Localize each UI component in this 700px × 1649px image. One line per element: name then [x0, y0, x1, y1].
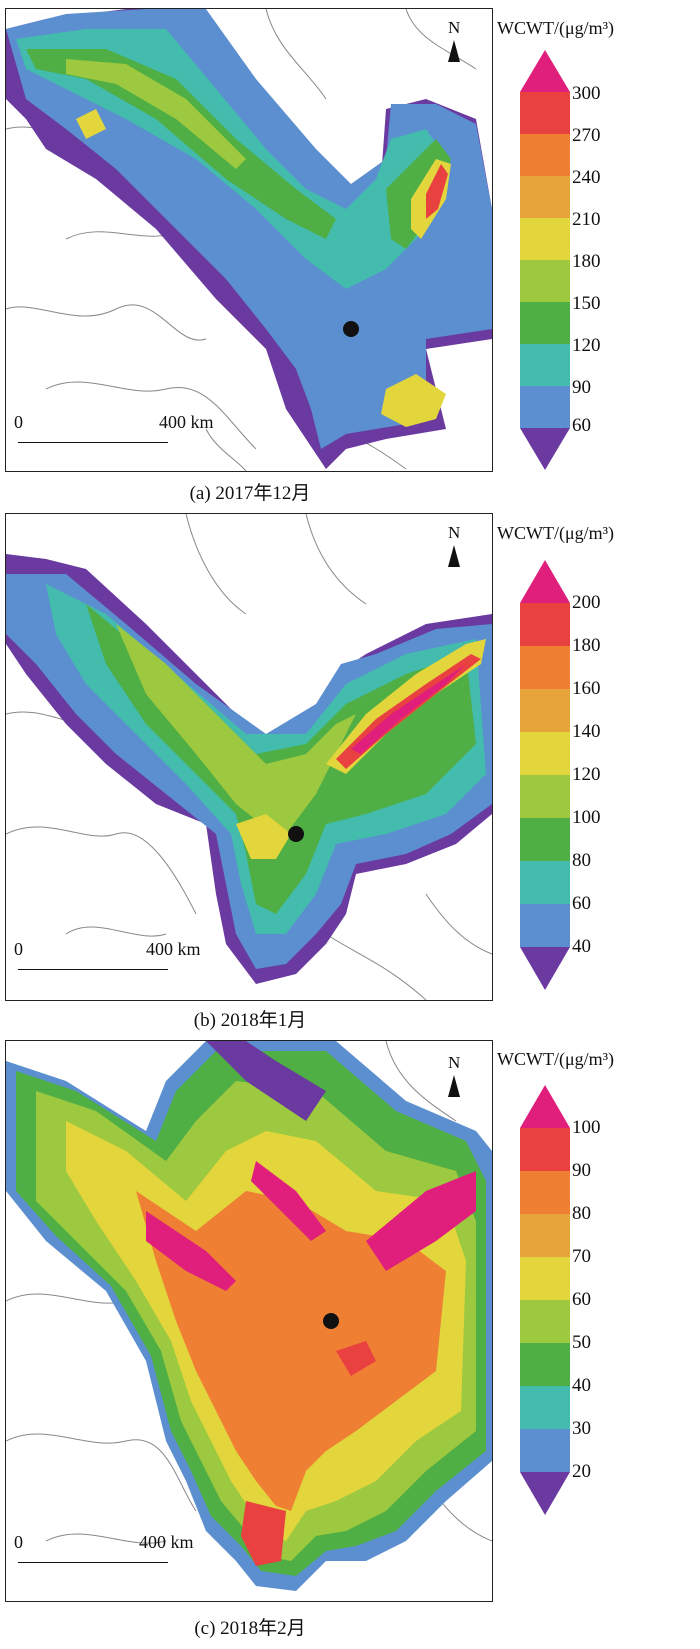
colorbar-c — [520, 1085, 570, 1515]
tick-b-8: 40 — [572, 936, 591, 957]
tick-b-1: 180 — [572, 635, 601, 656]
tick-b-7: 60 — [572, 893, 591, 914]
wcwt-map-a — [6, 9, 492, 471]
tick-a-6: 120 — [572, 335, 601, 356]
scale-start-b: 0 — [14, 939, 23, 959]
north-arrow-a: N — [448, 18, 460, 62]
north-label-a: N — [448, 18, 461, 37]
caption-b: (b) 2018年1月 — [193, 1010, 307, 1031]
map-frame-a — [5, 8, 493, 472]
tick-a-2: 240 — [572, 167, 601, 188]
wcwt-map-c — [6, 1041, 492, 1591]
panel-c: N 0 400 km WCWT/(μg/m³) 100 90 80 70 60 … — [0, 1035, 700, 1649]
north-arrow-icon — [448, 545, 460, 567]
map-frame-c — [5, 1040, 493, 1602]
north-arrow-b: N — [448, 523, 460, 567]
tick-a-1: 270 — [572, 125, 601, 146]
panel-b: N 0 400 km WCWT/(μg/m³) 200 180 160 140 … — [0, 505, 700, 1045]
scale-start-c: 0 — [14, 1532, 23, 1552]
tick-c-3: 70 — [572, 1246, 591, 1267]
colorbar-b — [520, 560, 570, 990]
scale-end-a: 400 km — [159, 412, 214, 432]
tick-c-8: 20 — [572, 1461, 591, 1482]
tick-a-8: 60 — [572, 415, 591, 436]
tick-c-6: 40 — [572, 1375, 591, 1396]
north-label-c: N — [448, 1053, 461, 1072]
tick-b-0: 200 — [572, 592, 601, 613]
tick-c-0: 100 — [572, 1117, 601, 1138]
tick-b-3: 140 — [572, 721, 601, 742]
tick-a-7: 90 — [572, 377, 591, 398]
unit-label-c: WCWT/(μg/m³) — [497, 1049, 615, 1069]
north-arrow-c: N — [448, 1053, 460, 1097]
north-arrow-icon — [448, 1075, 460, 1097]
north-arrow-icon — [448, 40, 460, 62]
tick-c-7: 30 — [572, 1418, 591, 1439]
panel-a: N 0 400 km WCWT/(μg/m³) 300 270 240 210 … — [0, 0, 700, 505]
scale-start-a: 0 — [14, 412, 23, 432]
map-frame-b — [5, 513, 493, 1001]
tick-b-6: 80 — [572, 850, 591, 871]
caption-a: (a) 2017年12月 — [189, 483, 311, 504]
scale-end-c: 400 km — [139, 1532, 194, 1552]
tick-b-2: 160 — [572, 678, 601, 699]
tick-a-4: 180 — [572, 251, 601, 272]
caption-c: (c) 2018年2月 — [194, 1618, 306, 1639]
tick-c-1: 90 — [572, 1160, 591, 1181]
wcwt-map-b — [6, 514, 492, 1000]
tick-c-2: 80 — [572, 1203, 591, 1224]
tick-b-5: 100 — [572, 807, 601, 828]
tick-c-4: 60 — [572, 1289, 591, 1310]
unit-label-b: WCWT/(μg/m³) — [497, 523, 615, 543]
tick-a-5: 150 — [572, 293, 601, 314]
tick-a-0: 300 — [572, 83, 601, 104]
tick-a-3: 210 — [572, 209, 601, 230]
colorbar-a — [520, 50, 570, 470]
unit-label-a: WCWT/(μg/m³) — [497, 18, 615, 38]
tick-c-5: 50 — [572, 1332, 591, 1353]
scale-end-b: 400 km — [146, 939, 201, 959]
tick-b-4: 120 — [572, 764, 601, 785]
north-label-b: N — [448, 523, 461, 542]
